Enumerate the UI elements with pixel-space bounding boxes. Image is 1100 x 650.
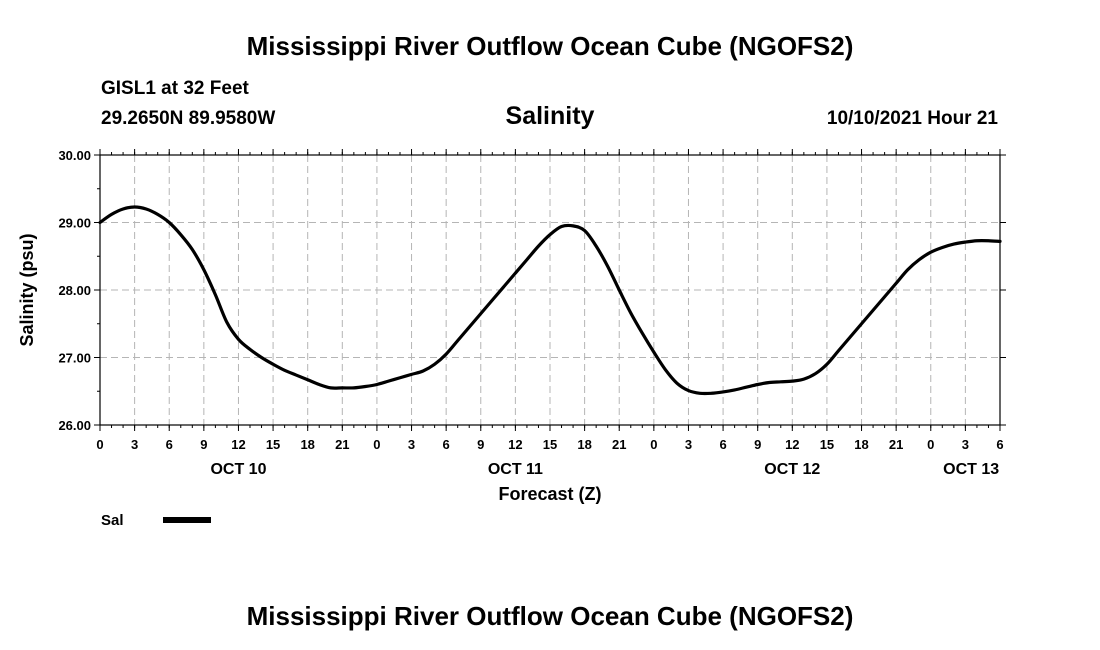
y-tick-label: 26.00 bbox=[58, 418, 91, 433]
day-label: OCT 10 bbox=[210, 461, 266, 478]
forecast-timestamp: 10/10/2021 Hour 21 bbox=[827, 108, 999, 129]
x-tick-label: 0 bbox=[96, 437, 103, 452]
x-tick-label: 0 bbox=[650, 437, 657, 452]
station-coordinates: 29.2650N 89.9580W bbox=[101, 108, 275, 129]
plot-frame bbox=[99, 154, 1001, 426]
x-tick-label: 21 bbox=[335, 437, 349, 452]
day-label: OCT 13 bbox=[943, 461, 999, 478]
y-tick-label: 27.00 bbox=[58, 351, 91, 366]
x-tick-label: 9 bbox=[200, 437, 207, 452]
x-axis-label: Forecast (Z) bbox=[498, 484, 601, 504]
legend-label: Sal bbox=[101, 512, 124, 529]
chart-title: Salinity bbox=[506, 102, 595, 130]
x-tick-label: 21 bbox=[889, 437, 903, 452]
footer-title: Mississippi River Outflow Ocean Cube (NG… bbox=[247, 601, 854, 631]
x-tick-label: 3 bbox=[408, 437, 415, 452]
y-axis-label: Salinity (psu) bbox=[17, 233, 37, 346]
y-tick-labels: 26.00 27.00 28.00 29.00 30.00 bbox=[58, 148, 91, 433]
x-tick-label: 9 bbox=[754, 437, 761, 452]
x-tick-label: 3 bbox=[962, 437, 969, 452]
x-tick-label: 21 bbox=[612, 437, 626, 452]
gridlines bbox=[100, 155, 1000, 425]
x-tick-label: 12 bbox=[785, 437, 799, 452]
x-tick-label: 15 bbox=[266, 437, 280, 452]
y-tick-label: 30.00 bbox=[58, 148, 91, 163]
day-label: OCT 12 bbox=[764, 461, 820, 478]
x-tick-label: 0 bbox=[373, 437, 380, 452]
y-tick-label: 29.00 bbox=[58, 216, 91, 231]
legend: Sal bbox=[101, 512, 211, 529]
x-tick-label: 0 bbox=[927, 437, 934, 452]
x-tick-label: 15 bbox=[543, 437, 557, 452]
x-tick-label: 18 bbox=[300, 437, 314, 452]
x-tick-label: 3 bbox=[131, 437, 138, 452]
x-tick-label: 6 bbox=[996, 437, 1003, 452]
station-label: GISL1 at 32 Feet bbox=[101, 78, 250, 99]
x-tick-label: 6 bbox=[719, 437, 726, 452]
day-labels: OCT 10 OCT 11 OCT 12 OCT 13 bbox=[210, 461, 999, 478]
x-tick-label: 6 bbox=[166, 437, 173, 452]
day-label: OCT 11 bbox=[488, 461, 543, 478]
x-tick-label: 18 bbox=[854, 437, 868, 452]
main-title: Mississippi River Outflow Ocean Cube (NG… bbox=[247, 31, 854, 61]
x-tick-label: 3 bbox=[685, 437, 692, 452]
x-tick-label: 12 bbox=[508, 437, 522, 452]
y-tick-label: 28.00 bbox=[58, 283, 91, 298]
x-tick-label: 15 bbox=[820, 437, 834, 452]
x-tick-label: 12 bbox=[231, 437, 245, 452]
x-tick-labels: 0 3 6 9 12 15 18 21 0 3 6 9 12 15 18 21 0 3 6 9 12 15 18 21 0 3 6 bbox=[96, 437, 1003, 452]
x-tick-label: 6 bbox=[443, 437, 450, 452]
x-tick-label: 18 bbox=[577, 437, 591, 452]
x-tick-label: 9 bbox=[477, 437, 484, 452]
salinity-series-line bbox=[98, 205, 1002, 396]
